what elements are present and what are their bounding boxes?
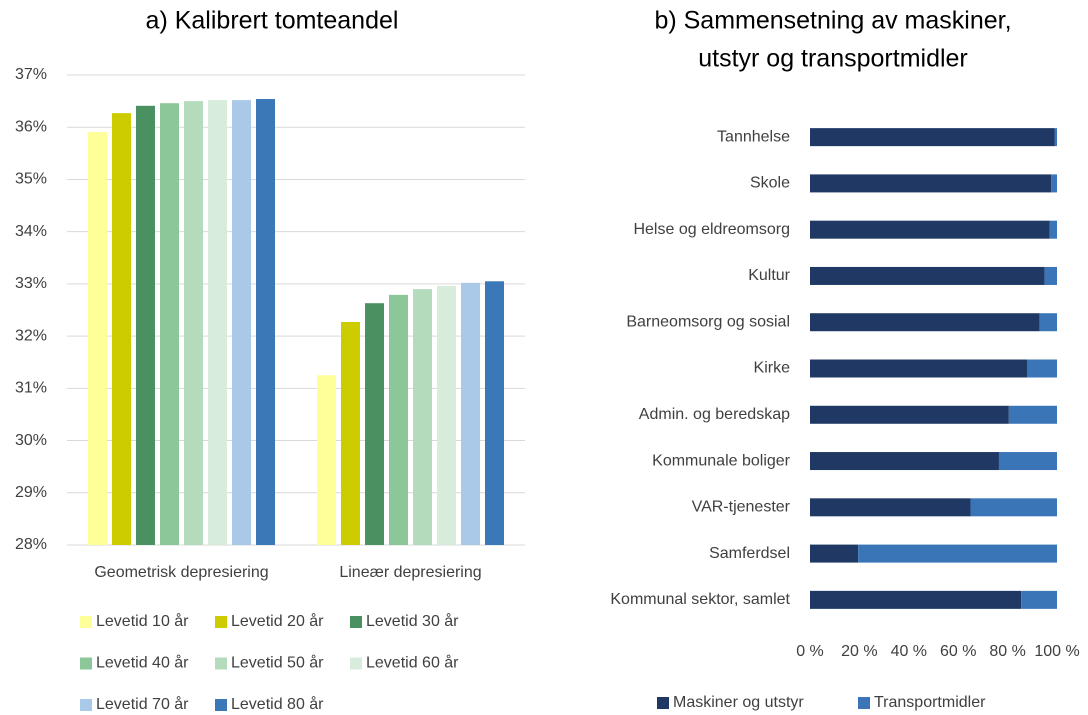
legend-swatch: [80, 699, 92, 711]
y-tick-label: Kommunale boliger: [652, 452, 791, 469]
bar-segment: [1051, 174, 1057, 193]
bar-segment: [1008, 405, 1057, 424]
y-tick-label: Kommunal sektor, samlet: [610, 591, 790, 608]
x-tick-label: Lineær depresiering: [339, 564, 481, 581]
bar-segment: [1054, 128, 1057, 147]
legend-swatch: [858, 697, 870, 709]
legend-label: Levetid 70 år: [96, 695, 189, 713]
bar: [88, 131, 107, 545]
y-tick-label: Tannhelse: [717, 128, 790, 145]
y-tick-label: Samferdsel: [709, 545, 790, 562]
bar: [317, 375, 336, 545]
bar-segment: [1027, 359, 1057, 378]
legend-label: Levetid 80 år: [231, 695, 324, 713]
legend-label: Levetid 50 år: [231, 654, 324, 672]
bar: [461, 282, 480, 545]
y-tick-label: 36%: [15, 118, 47, 135]
y-tick-label: 28%: [15, 536, 47, 553]
legend-label: Levetid 60 år: [366, 654, 459, 672]
y-tick-label: Barneomsorg og sosial: [626, 313, 790, 330]
y-tick-label: VAR-tjenester: [692, 499, 791, 516]
legend-swatch: [80, 616, 92, 628]
bar: [136, 105, 155, 546]
y-tick-label: Kultur: [748, 267, 790, 284]
bar-segment: [810, 498, 971, 517]
x-tick-label: 80 %: [989, 643, 1025, 660]
bar-segment: [970, 498, 1057, 517]
y-tick-label: 34%: [15, 223, 47, 240]
bar-segment: [810, 359, 1028, 378]
bar: [389, 294, 408, 545]
bar: [184, 101, 203, 545]
bar: [341, 322, 360, 545]
chart-title: utstyr og transportmidler: [698, 45, 968, 73]
x-tick-label: 100 %: [1034, 643, 1079, 660]
legend-swatch: [215, 657, 227, 670]
y-tick-label: Skole: [750, 175, 790, 192]
legend-label: Levetid 10 år: [96, 612, 189, 630]
bar: [413, 289, 432, 545]
bar-segment: [810, 544, 859, 563]
bar: [365, 303, 384, 545]
legend-label: Levetid 20 år: [231, 612, 324, 630]
legend-swatch: [80, 657, 92, 670]
bar-segment: [810, 405, 1009, 424]
bar-segment: [1021, 590, 1057, 609]
legend-swatch: [350, 616, 362, 628]
y-tick-label: 35%: [15, 171, 47, 188]
y-tick-label: 33%: [15, 275, 47, 292]
bar-segment: [810, 220, 1050, 239]
bar-segment: [810, 452, 999, 471]
legend-swatch: [215, 699, 227, 711]
bar: [208, 100, 227, 546]
bar-segment: [1044, 266, 1057, 285]
y-tick-label: 29%: [15, 484, 47, 501]
chart-title: a) Kalibrert tomteandel: [146, 7, 399, 35]
y-tick-label: Helse og eldreomsorg: [633, 221, 790, 238]
bar-segment: [810, 266, 1045, 285]
y-tick-label: 30%: [15, 432, 47, 449]
y-tick-label: Kirke: [754, 360, 791, 377]
bar-segment: [858, 544, 1057, 563]
legend-swatch: [350, 657, 362, 670]
bar: [112, 113, 131, 545]
legend-swatch: [657, 697, 669, 709]
bar-segment: [1049, 220, 1057, 239]
y-tick-label: Admin. og beredskap: [639, 406, 790, 423]
bar-segment: [810, 174, 1052, 193]
x-tick-label: 40 %: [891, 643, 927, 660]
y-tick-label: 31%: [15, 380, 47, 397]
legend-label: Transportmidler: [874, 694, 986, 711]
bar: [437, 285, 456, 545]
x-tick-label: 60 %: [940, 643, 976, 660]
x-tick-label: Geometrisk depresiering: [94, 564, 268, 581]
x-tick-label: 0 %: [796, 643, 824, 660]
bar-segment: [1039, 313, 1057, 332]
legend-label: Levetid 30 år: [366, 612, 459, 630]
bar: [256, 99, 275, 546]
bar-segment: [998, 452, 1057, 471]
bar: [485, 281, 504, 545]
chart-title: b) Sammensetning av maskiner,: [654, 7, 1011, 35]
legend-label: Maskiner og utstyr: [673, 694, 804, 711]
legend-swatch: [215, 616, 227, 628]
bar-segment: [810, 313, 1040, 332]
bar: [232, 100, 251, 546]
bar-segment: [810, 590, 1022, 609]
y-tick-label: 37%: [15, 66, 47, 83]
bar-segment: [810, 128, 1055, 147]
y-tick-label: 32%: [15, 327, 47, 344]
legend-label: Levetid 40 år: [96, 654, 189, 672]
bar: [160, 103, 179, 545]
x-tick-label: 20 %: [841, 643, 877, 660]
